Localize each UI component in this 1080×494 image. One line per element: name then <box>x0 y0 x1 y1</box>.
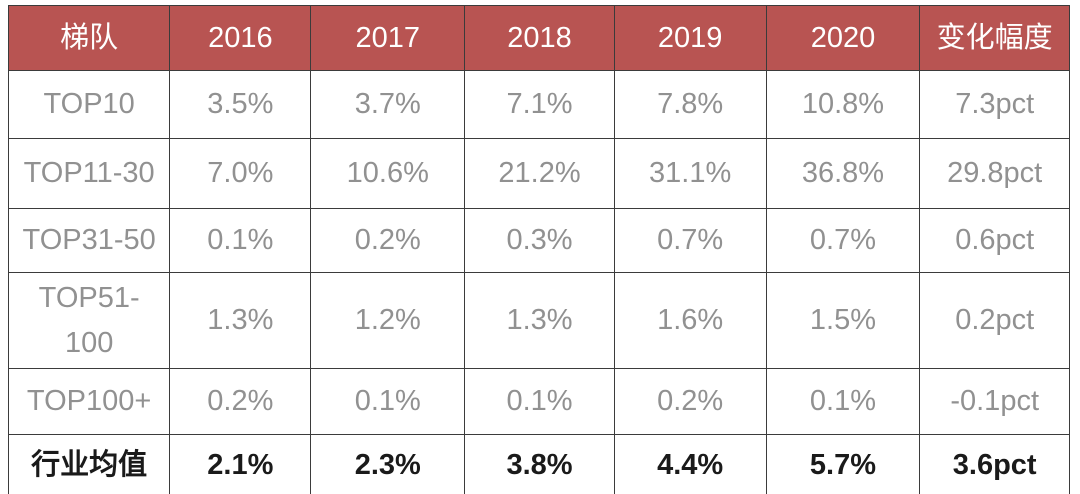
table-cell: 5.7% <box>765 434 921 494</box>
table-cell: 0.2% <box>310 208 466 273</box>
table-cell: 7.3pct <box>919 70 1070 139</box>
table-row-top11-30: TOP11-30 7.0% 10.6% 21.2% 31.1% 36.8% 29… <box>7 138 1070 209</box>
table-cell: -0.1pct <box>919 368 1070 435</box>
table-cell: 7.1% <box>464 70 615 139</box>
table-cell: 0.7% <box>613 208 767 273</box>
table-cell: 21.2% <box>464 138 615 209</box>
row-label: TOP31-50 <box>7 208 171 273</box>
table-cell: 2.1% <box>169 434 312 494</box>
row-label: TOP51- 100 <box>7 272 171 369</box>
header-cell-2016: 2016 <box>169 5 312 71</box>
table-cell: 31.1% <box>613 138 767 209</box>
tier-share-table: 梯队 2016 2017 2018 2019 2020 变化幅度 TOP10 3… <box>7 5 1070 494</box>
table-cell: 0.2% <box>613 368 767 435</box>
header-cell-2018: 2018 <box>464 5 615 71</box>
table-row-industry-average: 行业均值 2.1% 2.3% 3.8% 4.4% 5.7% 3.6pct <box>7 434 1070 494</box>
table-cell: 7.8% <box>613 70 767 139</box>
table-cell: 0.1% <box>464 368 615 435</box>
table-cell: 0.6pct <box>919 208 1070 273</box>
table-cell: 1.6% <box>613 272 767 369</box>
row-label: TOP100+ <box>7 368 171 435</box>
table-cell: 0.1% <box>310 368 466 435</box>
table-cell: 3.7% <box>310 70 466 139</box>
row-label: TOP10 <box>7 70 171 139</box>
row-label: TOP11-30 <box>7 138 171 209</box>
table-row-top100plus: TOP100+ 0.2% 0.1% 0.1% 0.2% 0.1% -0.1pct <box>7 368 1070 435</box>
table-cell: 3.6pct <box>919 434 1070 494</box>
table-row-top10: TOP10 3.5% 3.7% 7.1% 7.8% 10.8% 7.3pct <box>7 70 1070 139</box>
header-cell-2020: 2020 <box>765 5 921 71</box>
row-label: 行业均值 <box>7 434 171 494</box>
table-row-top31-50: TOP31-50 0.1% 0.2% 0.3% 0.7% 0.7% 0.6pct <box>7 208 1070 273</box>
table-cell: 7.0% <box>169 138 312 209</box>
table-row-top51-100: TOP51- 100 1.3% 1.2% 1.3% 1.6% 1.5% 0.2p… <box>7 272 1070 369</box>
table-cell: 0.2% <box>169 368 312 435</box>
table-cell: 10.6% <box>310 138 466 209</box>
table-cell: 4.4% <box>613 434 767 494</box>
table-cell: 1.2% <box>310 272 466 369</box>
table-cell: 1.3% <box>464 272 615 369</box>
table-cell: 0.2pct <box>919 272 1070 369</box>
table-cell: 10.8% <box>765 70 921 139</box>
table-cell: 1.3% <box>169 272 312 369</box>
header-cell-2019: 2019 <box>613 5 767 71</box>
header-row: 梯队 2016 2017 2018 2019 2020 变化幅度 <box>7 5 1070 71</box>
header-cell-2017: 2017 <box>310 5 466 71</box>
table-cell: 0.3% <box>464 208 615 273</box>
table-cell: 3.5% <box>169 70 312 139</box>
header-cell-change: 变化幅度 <box>919 5 1070 71</box>
table-cell: 2.3% <box>310 434 466 494</box>
header-cell-tier: 梯队 <box>7 5 171 71</box>
table-cell: 0.1% <box>765 368 921 435</box>
table-cell: 1.5% <box>765 272 921 369</box>
table-cell: 0.1% <box>169 208 312 273</box>
table-cell: 36.8% <box>765 138 921 209</box>
table-cell: 29.8pct <box>919 138 1070 209</box>
table-cell: 3.8% <box>464 434 615 494</box>
table-cell: 0.7% <box>765 208 921 273</box>
